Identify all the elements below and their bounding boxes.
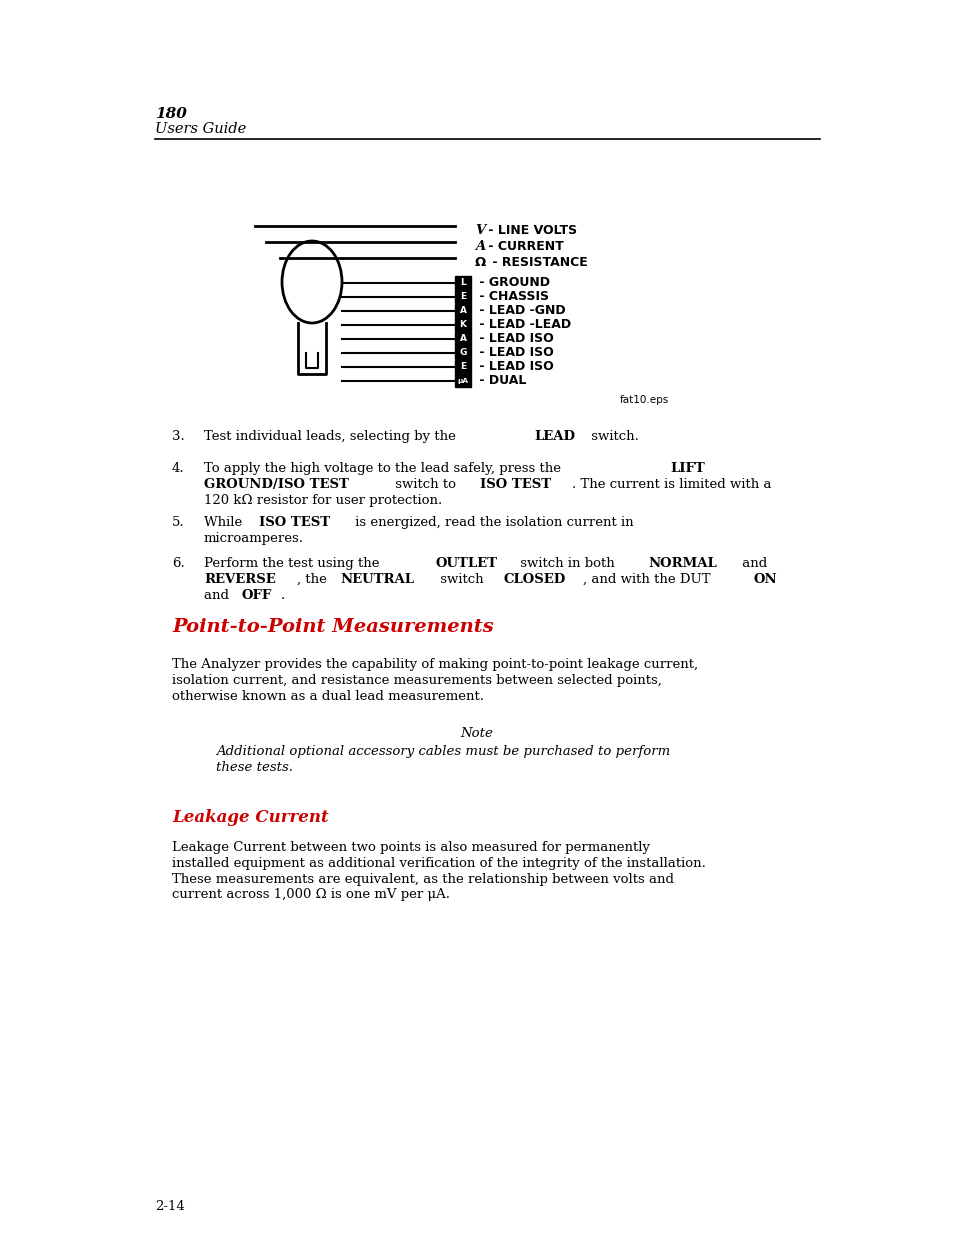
Text: - LEAD -LEAD: - LEAD -LEAD: [475, 317, 571, 331]
Text: .: .: [280, 589, 285, 601]
Text: NEUTRAL: NEUTRAL: [340, 573, 415, 585]
Text: - RESISTANCE: - RESISTANCE: [488, 257, 587, 269]
Text: 5.: 5.: [172, 516, 185, 529]
Text: switch to: switch to: [391, 478, 459, 490]
Text: - GROUND: - GROUND: [475, 275, 550, 289]
Text: E: E: [459, 291, 466, 301]
Text: Ω: Ω: [475, 257, 486, 269]
Bar: [455, 332, 471, 345]
Text: 3.: 3.: [172, 430, 185, 443]
Text: - LEAD ISO: - LEAD ISO: [475, 346, 553, 359]
Text: ISO TEST: ISO TEST: [258, 516, 330, 529]
Text: isolation current, and resistance measurements between selected points,: isolation current, and resistance measur…: [172, 674, 661, 687]
Text: The Analyzer provides the capability of making point-to-point leakage current,: The Analyzer provides the capability of …: [172, 658, 698, 671]
Text: LIFT: LIFT: [669, 462, 704, 475]
Bar: [455, 304, 471, 317]
Bar: [455, 359, 471, 373]
Text: - LEAD ISO: - LEAD ISO: [475, 332, 553, 345]
Text: V: V: [475, 225, 485, 237]
Text: CLOSED: CLOSED: [502, 573, 565, 585]
Text: and: and: [204, 589, 233, 601]
Bar: [455, 290, 471, 303]
Text: Perform the test using the: Perform the test using the: [204, 557, 383, 571]
Text: G: G: [458, 348, 466, 357]
Text: Note: Note: [460, 727, 493, 741]
Text: , and with the DUT: , and with the DUT: [582, 573, 715, 585]
Text: is energized, read the isolation current in: is energized, read the isolation current…: [351, 516, 633, 529]
Text: LEAD: LEAD: [534, 430, 575, 443]
Text: REVERSE: REVERSE: [204, 573, 275, 585]
Text: 6.: 6.: [172, 557, 185, 571]
Text: E: E: [459, 362, 466, 370]
Text: these tests.: these tests.: [215, 761, 293, 774]
Text: switch.: switch.: [587, 430, 639, 443]
Bar: [455, 275, 471, 289]
Text: A: A: [459, 333, 466, 343]
Text: and: and: [737, 557, 766, 571]
Text: K: K: [459, 320, 466, 329]
Text: - CURRENT: - CURRENT: [483, 241, 563, 253]
Text: ON: ON: [753, 573, 776, 585]
Text: OFF: OFF: [241, 589, 272, 601]
Text: NORMAL: NORMAL: [648, 557, 717, 571]
Text: A: A: [459, 306, 466, 315]
Text: While: While: [204, 516, 246, 529]
Text: current across 1,000 Ω is one mV per μA.: current across 1,000 Ω is one mV per μA.: [172, 888, 450, 902]
Text: otherwise known as a dual lead measurement.: otherwise known as a dual lead measureme…: [172, 689, 483, 703]
Text: - CHASSIS: - CHASSIS: [475, 290, 548, 303]
Text: To apply the high voltage to the lead safely, press the: To apply the high voltage to the lead sa…: [204, 462, 565, 475]
Text: 180: 180: [154, 107, 187, 121]
Text: - LINE VOLTS: - LINE VOLTS: [483, 225, 577, 237]
Bar: [455, 374, 471, 387]
Bar: [455, 346, 471, 359]
Text: - LEAD -GND: - LEAD -GND: [475, 304, 565, 317]
Text: microamperes.: microamperes.: [204, 532, 304, 545]
Text: L: L: [459, 278, 465, 287]
Text: fat10.eps: fat10.eps: [619, 395, 669, 405]
Text: 120 kΩ resistor for user protection.: 120 kΩ resistor for user protection.: [204, 494, 442, 506]
Text: OUTLET: OUTLET: [436, 557, 497, 571]
Text: . The current is limited with a: . The current is limited with a: [572, 478, 771, 490]
Text: , the: , the: [296, 573, 331, 585]
Text: switch in both: switch in both: [516, 557, 618, 571]
Text: 4.: 4.: [172, 462, 185, 475]
Bar: [455, 317, 471, 331]
Text: switch: switch: [436, 573, 488, 585]
Text: 2-14: 2-14: [154, 1200, 185, 1213]
Text: - DUAL: - DUAL: [475, 374, 526, 387]
Text: ISO TEST: ISO TEST: [479, 478, 551, 490]
Text: - LEAD ISO: - LEAD ISO: [475, 359, 553, 373]
Text: Additional optional accessory cables must be purchased to perform: Additional optional accessory cables mus…: [215, 746, 670, 758]
Text: μA: μA: [457, 378, 468, 384]
Text: These measurements are equivalent, as the relationship between volts and: These measurements are equivalent, as th…: [172, 873, 673, 885]
Text: installed equipment as additional verification of the integrity of the installat: installed equipment as additional verifi…: [172, 857, 705, 869]
Text: Test individual leads, selecting by the: Test individual leads, selecting by the: [204, 430, 459, 443]
Text: GROUND/ISO TEST: GROUND/ISO TEST: [204, 478, 349, 490]
Text: Users Guide: Users Guide: [154, 122, 246, 136]
Text: Point-to-Point Measurements: Point-to-Point Measurements: [172, 618, 494, 636]
Text: Leakage Current between two points is also measured for permanently: Leakage Current between two points is al…: [172, 841, 649, 853]
Text: Leakage Current: Leakage Current: [172, 809, 328, 826]
Text: A: A: [475, 241, 485, 253]
